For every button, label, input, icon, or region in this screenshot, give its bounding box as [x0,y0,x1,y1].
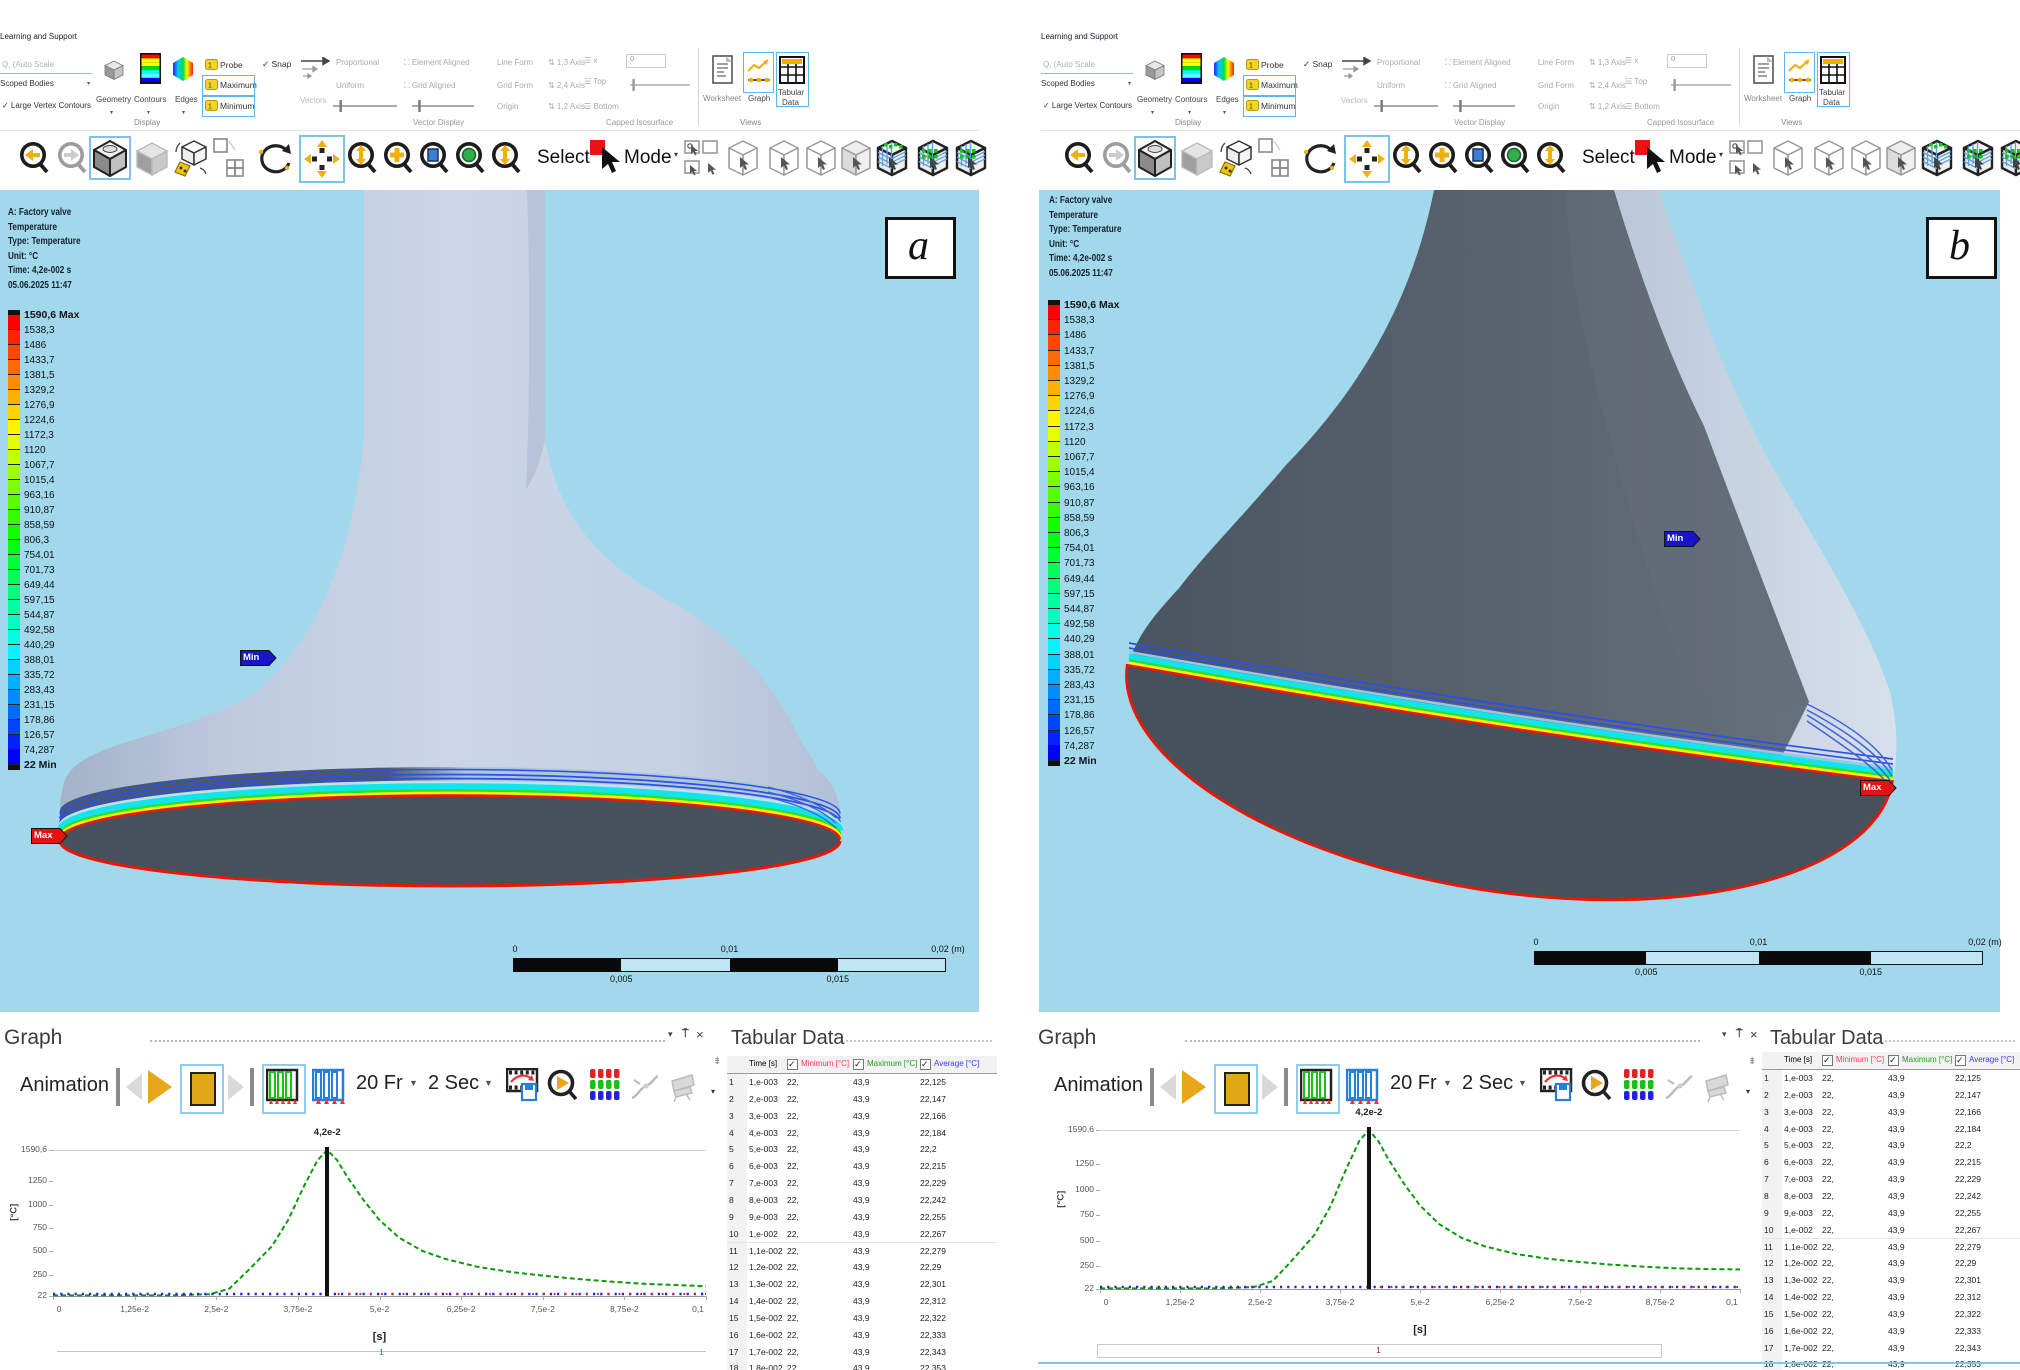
svg-text:1: 1 [1249,83,1253,90]
svg-text:1: 1 [208,63,212,70]
svg-text:1: 1 [208,104,212,111]
svg-text:1: 1 [1249,63,1253,70]
svg-text:1: 1 [208,83,212,90]
svg-text:1: 1 [1249,104,1253,111]
